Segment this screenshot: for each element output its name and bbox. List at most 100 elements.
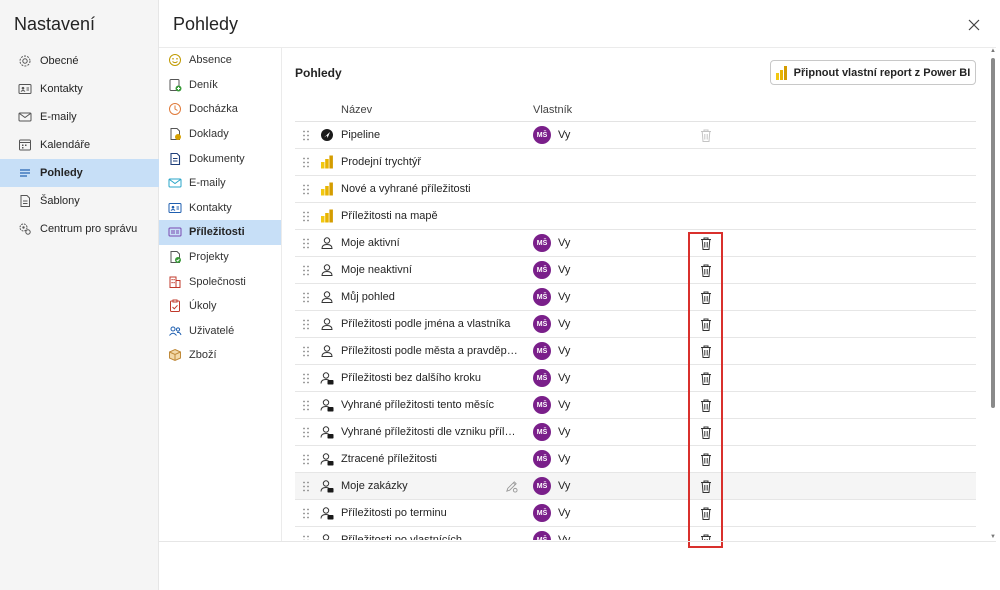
table-row[interactable]: Pipeline MŠ Vy — [295, 122, 976, 149]
table-row[interactable]: Příležitosti bez dalšího kroku MŠ Vy — [295, 365, 976, 392]
avatar: MŠ — [533, 396, 551, 414]
person-icon — [320, 290, 334, 304]
pin-powerbi-report-button[interactable]: Připnout vlastní report z Power BI — [770, 60, 976, 85]
settings-nav-item[interactable]: Centrum pro správu — [0, 215, 159, 243]
view-name[interactable]: Pipeline — [341, 129, 381, 141]
drag-handle-icon[interactable] — [302, 157, 310, 168]
drag-handle-icon[interactable] — [302, 319, 310, 330]
entity-item[interactable]: Uživatelé — [159, 319, 281, 344]
section-title: Pohledy — [295, 66, 342, 80]
drag-handle-icon[interactable] — [302, 427, 310, 438]
trash-icon[interactable] — [699, 479, 713, 494]
view-name[interactable]: Vyhrané příležitosti dle vzniku příležit… — [341, 426, 521, 438]
trash-icon[interactable] — [699, 371, 713, 386]
drag-handle-icon[interactable] — [302, 130, 310, 141]
close-button[interactable] — [962, 13, 986, 37]
table-row[interactable]: Příležitosti po terminu MŠ Vy — [295, 500, 976, 527]
table-row[interactable]: Vyhrané příležitosti tento měsíc MŠ Vy — [295, 392, 976, 419]
table-row[interactable]: Moje aktivní MŠ Vy — [295, 230, 976, 257]
view-name[interactable]: Příležitosti po terminu — [341, 507, 447, 519]
table-row[interactable]: Příležitosti podle města a pravděpodobno… — [295, 338, 976, 365]
table-row[interactable]: Ztracené příležitosti MŠ Vy — [295, 446, 976, 473]
view-name[interactable]: Příležitosti po vlastnících — [341, 534, 463, 540]
avatar: MŠ — [533, 261, 551, 279]
view-name[interactable]: Příležitosti podle jména a vlastníka — [341, 318, 511, 330]
view-name[interactable]: Moje aktivní — [341, 237, 400, 249]
settings-nav-item[interactable]: Kalendáře — [0, 131, 159, 159]
entity-item[interactable]: Absence — [159, 48, 281, 73]
entity-item[interactable]: Doklady — [159, 122, 281, 147]
avatar: MŠ — [533, 504, 551, 522]
settings-nav-item[interactable]: E-maily — [0, 103, 159, 131]
entity-item[interactable]: Dokumenty — [159, 146, 281, 171]
drag-handle-icon[interactable] — [302, 535, 310, 540]
view-name[interactable]: Nové a vyhrané příležitosti — [341, 183, 471, 195]
entity-item[interactable]: Společnosti — [159, 269, 281, 294]
edit-icon[interactable] — [505, 480, 518, 496]
trash-icon[interactable] — [699, 317, 713, 332]
drag-handle-icon[interactable] — [302, 400, 310, 411]
drag-handle-icon[interactable] — [302, 265, 310, 276]
table-row[interactable]: Můj pohled MŠ Vy — [295, 284, 976, 311]
scroll-up-arrow-icon[interactable]: ▲ — [990, 48, 996, 54]
view-name[interactable]: Moje zakázky — [341, 480, 408, 492]
box-icon — [168, 348, 182, 362]
drag-handle-icon[interactable] — [302, 346, 310, 357]
trash-icon[interactable] — [699, 533, 713, 540]
trash-icon[interactable] — [699, 506, 713, 521]
avatar: MŠ — [533, 342, 551, 360]
table-row[interactable]: Příležitosti na mapě — [295, 203, 976, 230]
entity-item[interactable]: Příležitosti — [159, 220, 281, 245]
table-row[interactable]: Moje zakázky MŠ Vy — [295, 473, 976, 500]
view-name[interactable]: Ztracené příležitosti — [341, 453, 437, 465]
scroll-down-arrow-icon[interactable]: ▼ — [990, 534, 996, 540]
entity-item[interactable]: E-maily — [159, 171, 281, 196]
settings-nav-item[interactable]: Pohledy — [0, 159, 159, 187]
trash-icon[interactable] — [699, 236, 713, 251]
entity-item[interactable]: Docházka — [159, 97, 281, 122]
table-row[interactable]: Prodejní trychtýř — [295, 149, 976, 176]
drag-handle-icon[interactable] — [302, 238, 310, 249]
table-row[interactable]: Příležitosti podle jména a vlastníka MŠ Vy — [295, 311, 976, 338]
entity-item[interactable]: Deník — [159, 73, 281, 98]
view-name[interactable]: Vyhrané příležitosti tento měsíc — [341, 399, 495, 411]
entity-item[interactable]: Projekty — [159, 245, 281, 270]
table-row[interactable]: Příležitosti po vlastnících MŠ Vy — [295, 527, 976, 540]
view-name[interactable]: Moje neaktivní — [341, 264, 412, 276]
entity-item[interactable]: Úkoly — [159, 294, 281, 319]
trash-icon[interactable] — [699, 398, 713, 413]
entity-item[interactable]: Kontakty — [159, 196, 281, 221]
drag-handle-icon[interactable] — [302, 508, 310, 519]
owner-label: Vy — [558, 399, 571, 411]
drag-handle-icon[interactable] — [302, 292, 310, 303]
view-name[interactable]: Příležitosti bez dalšího kroku — [341, 372, 482, 384]
settings-nav-label: Pohledy — [40, 167, 83, 179]
entity-label: Uživatelé — [189, 324, 235, 337]
scrollbar[interactable]: ▲ ▼ — [988, 48, 996, 540]
scroll-thumb[interactable] — [991, 58, 995, 408]
drag-handle-icon[interactable] — [302, 481, 310, 492]
views-table: Název Vlastník Pipeline MŠ Vy Prodejní tryc… — [295, 98, 976, 540]
table-row[interactable]: Vyhrané příležitosti dle vzniku příležit… — [295, 419, 976, 446]
trash-icon[interactable] — [699, 290, 713, 305]
table-row[interactable]: Moje neaktivní MŠ Vy — [295, 257, 976, 284]
settings-sidebar: Nastavení Obecné Kontakty E-maily Kalendáře… — [0, 0, 159, 590]
drag-handle-icon[interactable] — [302, 184, 310, 195]
drag-handle-icon[interactable] — [302, 211, 310, 222]
drag-handle-icon[interactable] — [302, 373, 310, 384]
trash-icon[interactable] — [699, 263, 713, 278]
view-name[interactable]: Prodejní trychtýř — [341, 156, 422, 168]
settings-nav-label: Centrum pro správu — [40, 223, 138, 235]
view-name[interactable]: Můj pohled — [341, 291, 395, 303]
view-name[interactable]: Příležitosti podle města a pravděpodobno… — [341, 345, 521, 357]
trash-icon[interactable] — [699, 344, 713, 359]
trash-icon[interactable] — [699, 452, 713, 467]
entity-item[interactable]: Zboží — [159, 343, 281, 368]
trash-icon[interactable] — [699, 425, 713, 440]
view-name[interactable]: Příležitosti na mapě — [341, 210, 438, 222]
drag-handle-icon[interactable] — [302, 454, 310, 465]
settings-nav-item[interactable]: Kontakty — [0, 75, 159, 103]
settings-nav-item[interactable]: Obecné — [0, 47, 159, 75]
settings-nav-item[interactable]: Šablony — [0, 187, 159, 215]
table-row[interactable]: Nové a vyhrané příležitosti — [295, 176, 976, 203]
